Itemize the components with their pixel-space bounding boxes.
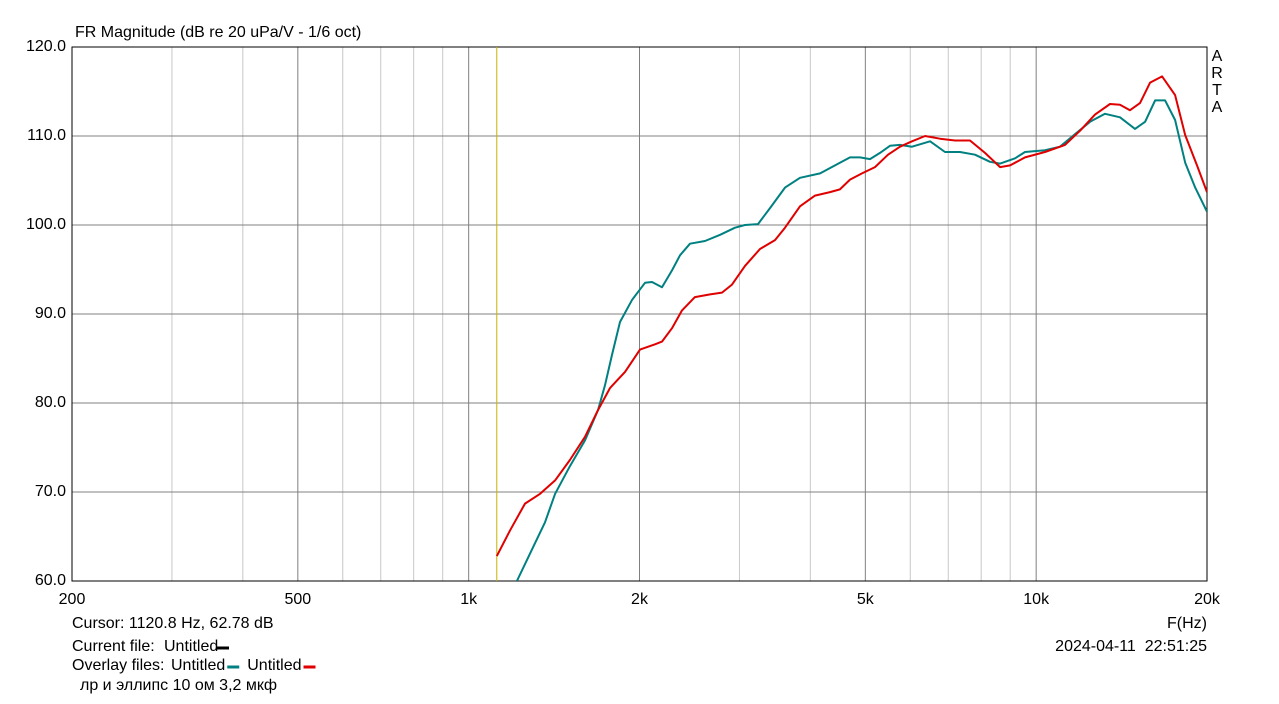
watermark-letter: A bbox=[1212, 99, 1223, 116]
plot-area bbox=[495, 75, 1207, 581]
x-tick-label: 2k bbox=[631, 591, 649, 608]
y-tick-label: 100.0 bbox=[26, 216, 66, 233]
y-tick-label: 120.0 bbox=[26, 38, 66, 55]
current-file-label: Current file: bbox=[72, 638, 155, 655]
overlay-label: Overlay files: bbox=[72, 657, 164, 674]
y-tick-label: 90.0 bbox=[35, 305, 66, 322]
watermark-letter: A bbox=[1212, 48, 1223, 65]
note: лр и эллипс 10 ом 3,2 мкф bbox=[80, 677, 277, 694]
series-line bbox=[515, 99, 1207, 581]
series-line bbox=[495, 75, 1207, 557]
x-tick-label: 500 bbox=[284, 591, 311, 608]
x-tick-label: 10k bbox=[1023, 591, 1050, 608]
plot-frame bbox=[71, 46, 1208, 582]
y-tick-label: 110.0 bbox=[27, 127, 66, 144]
y-tick-label: 60.0 bbox=[35, 572, 66, 589]
legend-label: Untitled bbox=[171, 657, 225, 674]
y-tick-label: 70.0 bbox=[35, 483, 66, 500]
timestamp: 2024-04-11 22:51:25 bbox=[1055, 638, 1207, 655]
current-file: Untitled bbox=[164, 638, 218, 655]
watermark-letter: T bbox=[1212, 82, 1222, 99]
x-tick-label: 20k bbox=[1194, 591, 1221, 608]
legend-label: Untitled bbox=[247, 657, 301, 674]
cursor-readout: Cursor: 1120.8 Hz, 62.78 dB bbox=[72, 615, 274, 632]
y-tick-label: 80.0 bbox=[35, 394, 66, 411]
x-tick-label: 200 bbox=[59, 591, 86, 608]
x-axis-label: F(Hz) bbox=[1167, 615, 1207, 632]
x-tick-label: 1k bbox=[460, 591, 478, 608]
watermark-letter: R bbox=[1211, 65, 1223, 82]
x-tick-label: 5k bbox=[857, 591, 875, 608]
chart-title: FR Magnitude (dB re 20 uPa/V - 1/6 oct) bbox=[75, 24, 361, 41]
